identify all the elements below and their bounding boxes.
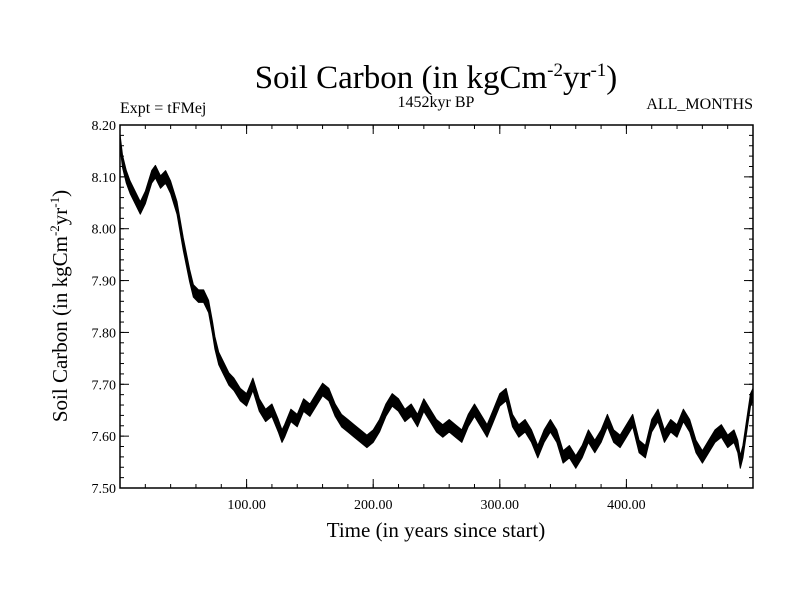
series-line-soil-carbon — [119, 133, 754, 469]
y-tick-label: 7.50 — [92, 482, 117, 497]
y-tick-label: 7.90 — [92, 275, 117, 290]
x-tick-label: 100.00 — [227, 498, 266, 513]
y-tick-label: 7.80 — [92, 326, 117, 341]
x-tick-label: 400.00 — [607, 498, 646, 513]
axis-ticks: 7.50 7.60 7.70 7.80 7.90 8.00 8.10 8.20 100.00 20… — [92, 119, 754, 513]
y-tick-label: 8.00 — [92, 223, 117, 238]
months-label: ALL_MONTHS — [646, 96, 753, 113]
y-tick-label: 7.60 — [92, 430, 117, 445]
plot-frame — [119, 124, 754, 489]
y-tick-label: 8.20 — [92, 119, 117, 134]
y-tick-label: 7.70 — [92, 378, 117, 393]
y-axis-label: Soil Carbon (in kgCm-2yr-1) — [47, 190, 72, 422]
x-tick-label: 200.00 — [354, 498, 393, 513]
x-axis-label: Time (in years since start) — [327, 518, 546, 542]
x-tick-label: 300.00 — [481, 498, 520, 513]
experiment-label: Expt = tFMej — [120, 100, 206, 117]
period-label: 1452kyr BP — [398, 94, 475, 111]
chart-title: Soil Carbon (in kgCm-2yr-1) — [255, 60, 618, 96]
y-tick-label: 8.10 — [92, 171, 117, 186]
